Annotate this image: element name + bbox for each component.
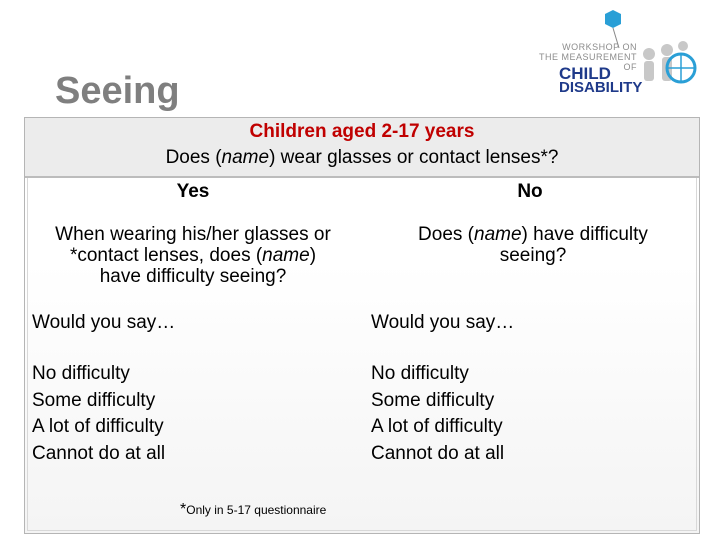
answer-option: Cannot do at all: [371, 442, 505, 464]
age-range-heading: Children aged 2-17 years: [249, 121, 475, 142]
no-answer-options: No difficulty Some difficulty A lot of d…: [371, 361, 504, 467]
no-question-line: Does (name) have difficulty: [370, 224, 696, 245]
glasses-question-part: Does (: [165, 147, 222, 168]
answer-option: Some difficulty: [371, 389, 495, 411]
question-table: Children aged 2-17 years Does (name) wea…: [24, 117, 700, 534]
yes-answer-options: No difficulty Some difficulty A lot of d…: [32, 361, 165, 467]
logo-line-3: OF: [623, 62, 637, 72]
glasses-question-part: ) wear glasses or contact lenses*?: [269, 147, 559, 168]
glasses-question: Does (name) wear glasses or contact lens…: [25, 147, 699, 169]
answer-option: A lot of difficulty: [32, 416, 164, 437]
yes-would-you-say: Would you say…: [32, 312, 176, 333]
yes-question-line: have difficulty seeing?: [99, 266, 287, 287]
yes-question-part: ): [309, 245, 317, 266]
answer-option: No difficulty: [371, 363, 469, 384]
table-header: Children aged 2-17 years Does (name) wea…: [25, 118, 699, 178]
logo-word-child: CHILD: [559, 64, 611, 83]
yes-question-line: *contact lenses, does (name): [25, 245, 361, 266]
column-no-header: No: [517, 181, 543, 202]
yes-followup-question: When wearing his/her glasses or *contact…: [25, 224, 361, 287]
workshop-logo: WORKSHOP ON THE MEASUREMENT OF CHILD DIS…: [515, 6, 715, 98]
no-question-part: ) have difficulty: [521, 224, 648, 245]
answer-option: No difficulty: [32, 363, 130, 384]
answer-option: Some difficulty: [32, 389, 156, 411]
column-yes-header: Yes: [176, 181, 210, 202]
no-would-you-say: Would you say…: [371, 312, 515, 333]
no-question-line: seeing?: [499, 245, 567, 266]
slide-title: Seeing: [55, 70, 180, 112]
logo-line-1: WORKSHOP ON: [562, 42, 637, 52]
glasses-question-name: name: [221, 147, 270, 168]
no-question-name: name: [474, 224, 522, 245]
yes-question-name: name: [262, 245, 310, 266]
footnote-star: *: [180, 501, 187, 518]
answer-option: Cannot do at all: [32, 442, 166, 464]
yes-question-line: When wearing his/her glasses or: [55, 224, 331, 245]
logo-graphic-icon: [605, 10, 697, 84]
footnote: *Only in 5-17 questionnaire: [180, 501, 326, 519]
yes-question-part: *contact lenses, does (: [69, 245, 263, 266]
logo-word-disability: DISABILITY: [559, 79, 643, 96]
no-followup-question: Does (name) have difficulty seeing?: [370, 224, 696, 266]
logo-text: WORKSHOP ON THE MEASUREMENT OF: [519, 42, 637, 72]
answer-option: A lot of difficulty: [371, 416, 503, 437]
logo-line-2: THE MEASUREMENT: [538, 52, 637, 62]
no-question-part: Does (: [418, 224, 475, 245]
footnote-text: Only in 5-17 questionnaire: [186, 503, 327, 517]
